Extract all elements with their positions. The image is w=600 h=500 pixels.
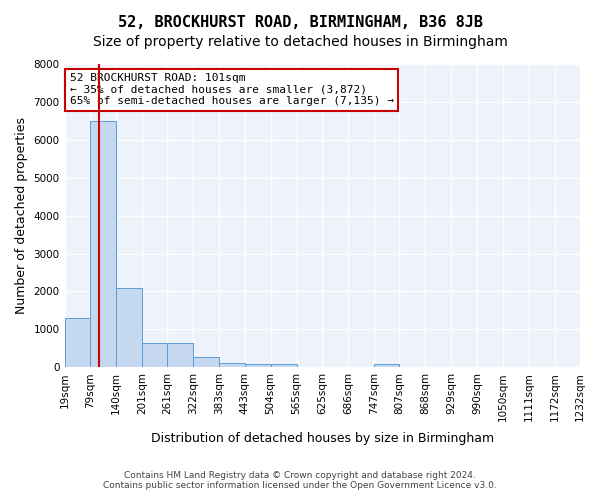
Y-axis label: Number of detached properties: Number of detached properties — [15, 117, 28, 314]
Bar — [90, 121, 116, 368]
Text: 52, BROCKHURST ROAD, BIRMINGHAM, B36 8JB: 52, BROCKHURST ROAD, BIRMINGHAM, B36 8JB — [118, 15, 482, 30]
Bar — [65, 318, 90, 368]
Bar — [245, 364, 271, 368]
Bar — [374, 364, 400, 368]
X-axis label: Distribution of detached houses by size in Birmingham: Distribution of detached houses by size … — [151, 432, 494, 445]
Bar — [116, 288, 142, 368]
Bar — [219, 363, 245, 368]
Text: 52 BROCKHURST ROAD: 101sqm
← 35% of detached houses are smaller (3,872)
65% of s: 52 BROCKHURST ROAD: 101sqm ← 35% of deta… — [70, 73, 394, 106]
Text: Contains HM Land Registry data © Crown copyright and database right 2024.
Contai: Contains HM Land Registry data © Crown c… — [103, 470, 497, 490]
Bar — [271, 364, 296, 368]
Bar — [142, 342, 167, 367]
Text: Size of property relative to detached houses in Birmingham: Size of property relative to detached ho… — [92, 35, 508, 49]
Bar — [167, 342, 193, 367]
Bar — [193, 356, 219, 368]
